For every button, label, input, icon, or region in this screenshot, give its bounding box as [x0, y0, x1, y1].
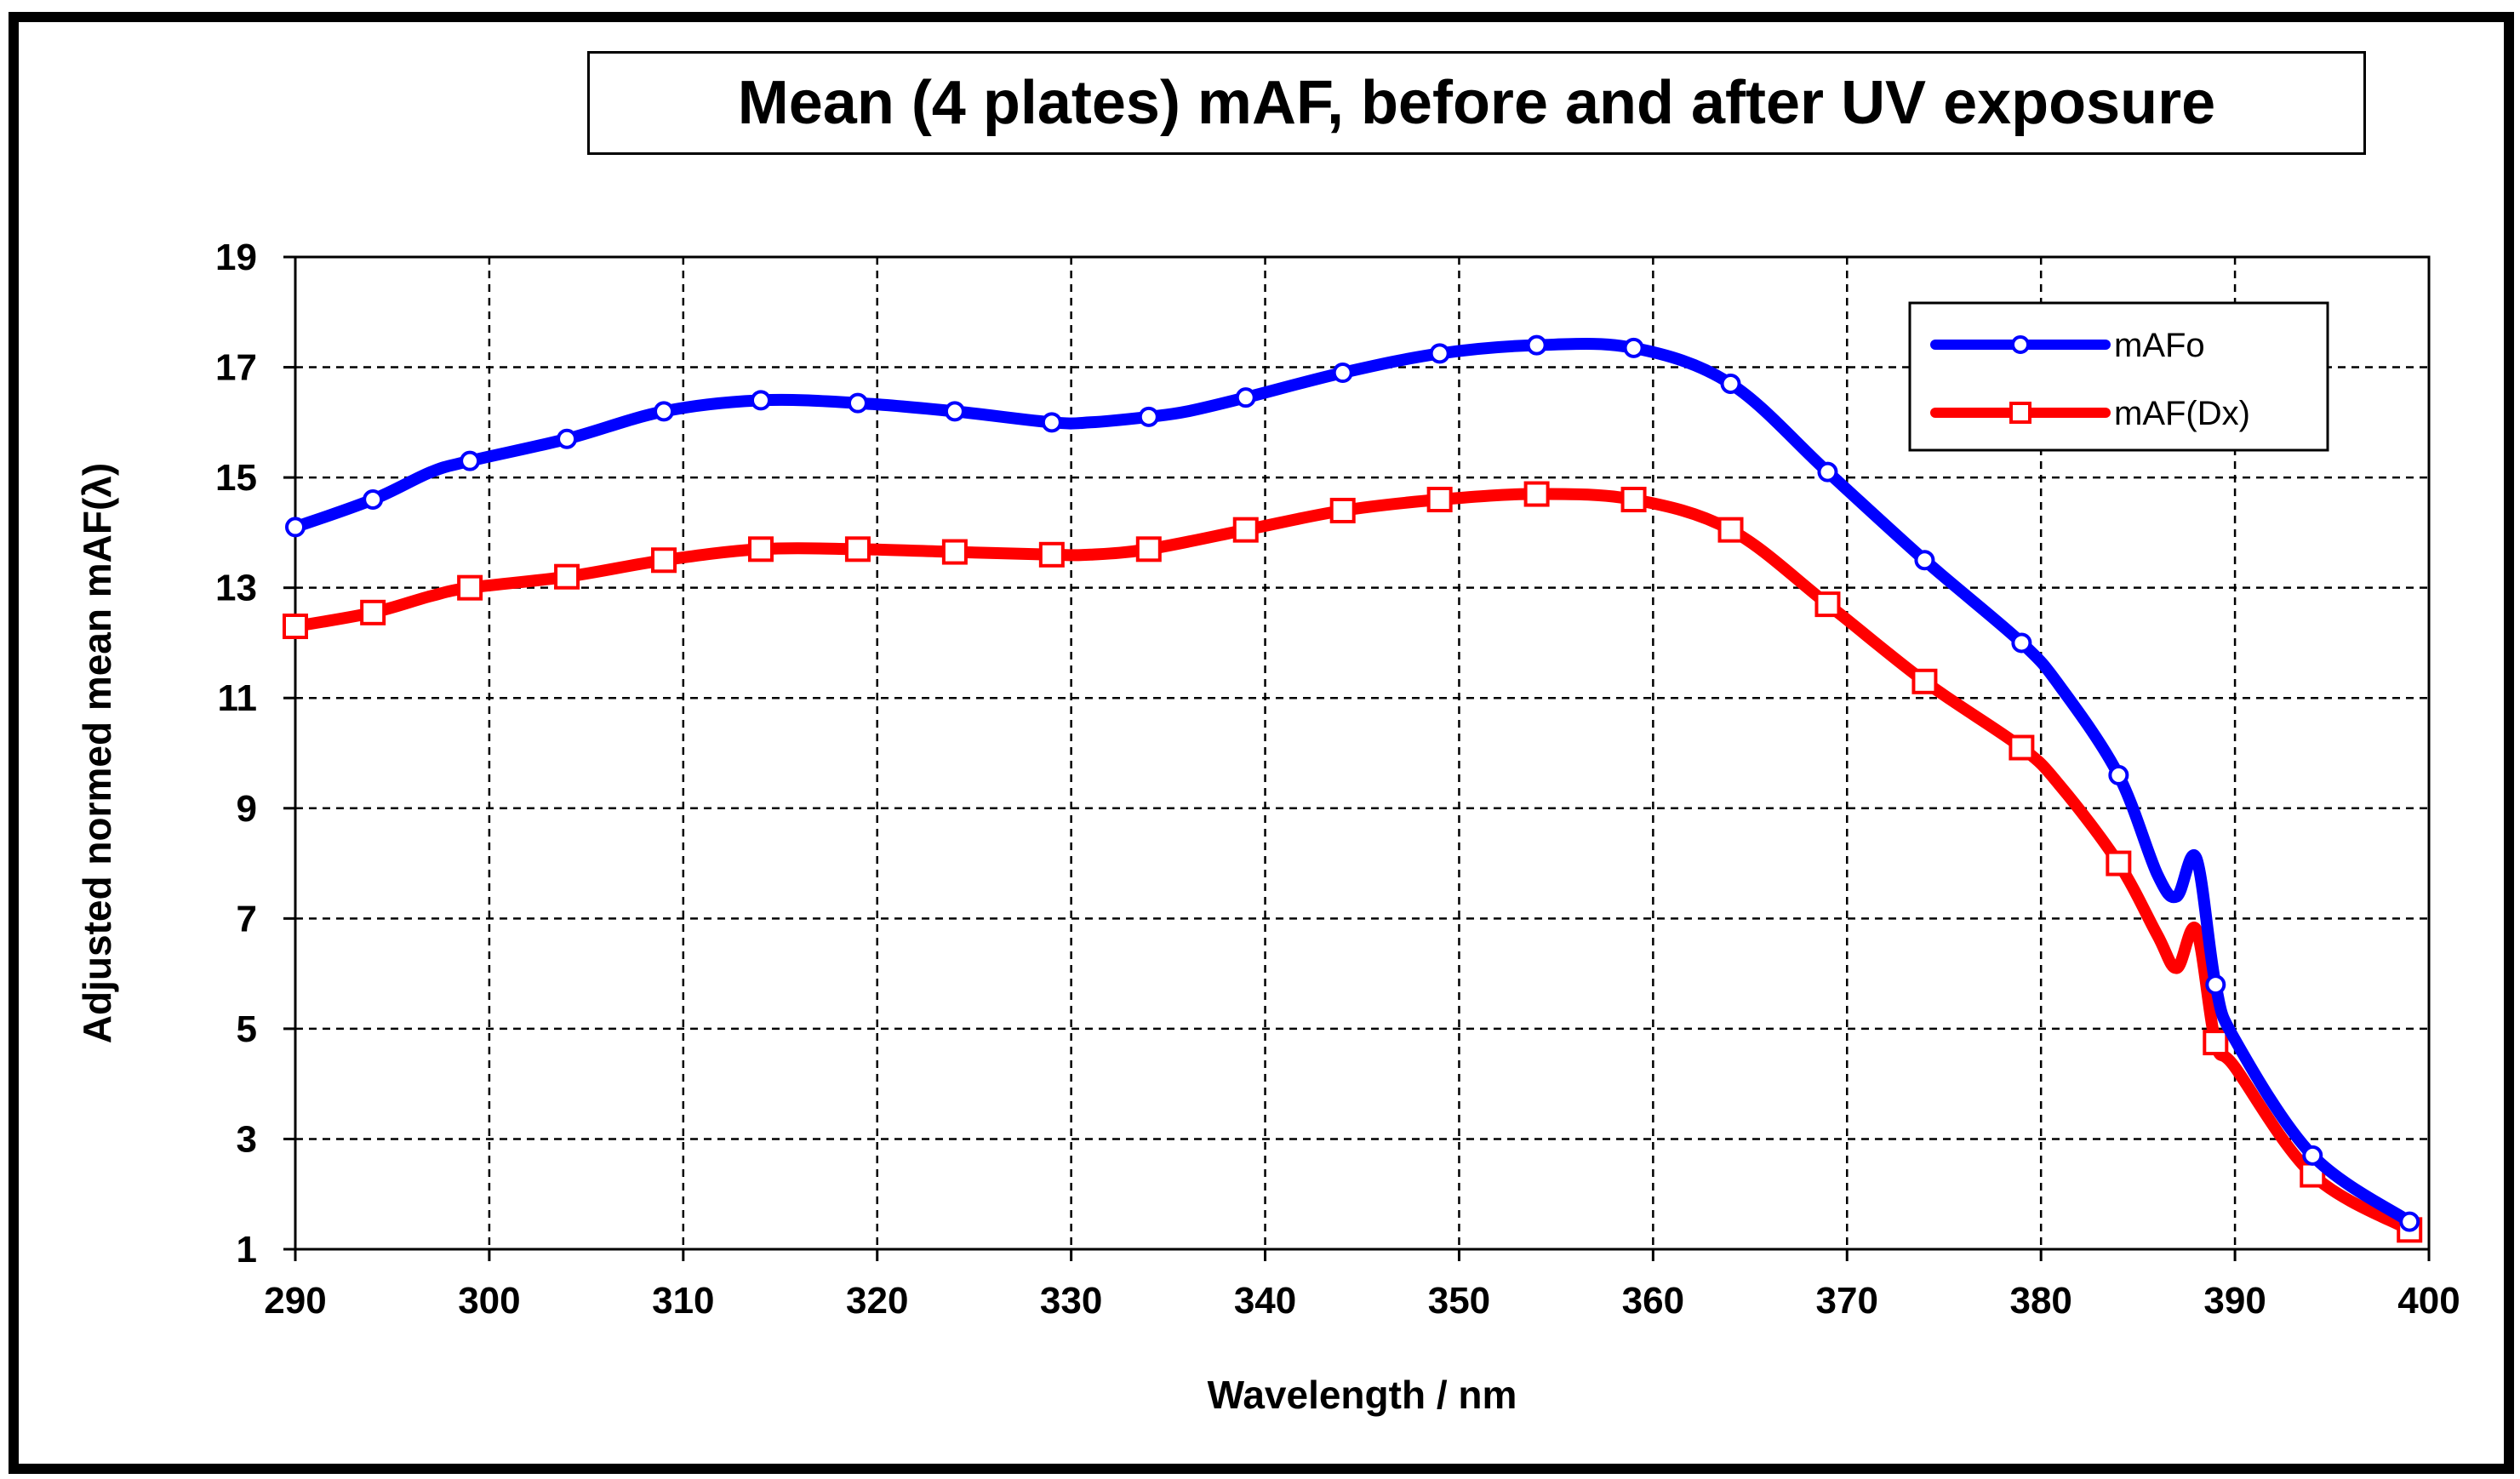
- data-point: [750, 538, 772, 560]
- data-point: [1332, 500, 1354, 522]
- data-point: [1140, 408, 1157, 425]
- legend-label-mafo: mAFo: [2114, 327, 2205, 364]
- data-point: [459, 577, 481, 599]
- data-point: [2304, 1147, 2321, 1164]
- x-tick-label: 370: [1816, 1280, 1878, 1322]
- x-tick-label: 360: [1622, 1280, 1684, 1322]
- data-point: [287, 518, 304, 535]
- series-line-maf-dx: [295, 494, 2409, 1230]
- data-point: [1916, 551, 1933, 568]
- data-point: [655, 403, 672, 420]
- data-point: [946, 403, 963, 420]
- data-point: [284, 615, 306, 637]
- data-point: [1334, 364, 1351, 381]
- x-axis-title: Wavelength / nm: [1208, 1373, 1517, 1417]
- y-tick-label: 7: [237, 898, 257, 939]
- y-tick-label: 1: [237, 1229, 257, 1271]
- series-layer: [284, 337, 2420, 1242]
- chart-title: Mean (4 plates) mAF, before and after UV…: [587, 51, 2366, 155]
- data-point: [1913, 671, 1935, 693]
- y-tick-label: 11: [217, 677, 257, 719]
- series-maf-dx: [284, 483, 2420, 1242]
- y-tick-label: 5: [237, 1008, 257, 1050]
- x-tick-label: 390: [2203, 1280, 2266, 1322]
- legend-label-maf-dx: mAF(Dx): [2114, 395, 2250, 432]
- data-point: [558, 431, 575, 448]
- data-point: [847, 538, 869, 560]
- data-point: [2401, 1213, 2418, 1231]
- data-point: [1041, 544, 1063, 566]
- data-point: [2204, 1031, 2226, 1054]
- data-point: [849, 395, 866, 412]
- data-point: [461, 453, 478, 470]
- data-point: [2013, 634, 2030, 651]
- legend: mAFo mAF(Dx): [1910, 303, 2328, 450]
- data-point: [1043, 414, 1060, 431]
- data-point: [944, 541, 966, 563]
- x-tick-label: 340: [1234, 1280, 1296, 1322]
- data-point: [2107, 853, 2129, 875]
- x-tick-label: 330: [1040, 1280, 1102, 1322]
- data-point: [362, 602, 384, 624]
- x-tick-label: 400: [2397, 1280, 2460, 1322]
- x-tick-label: 350: [1428, 1280, 1490, 1322]
- x-tick-label: 380: [2009, 1280, 2071, 1322]
- legend-marker-maf-dx: [2011, 403, 2030, 422]
- y-tick-label: 3: [237, 1118, 257, 1160]
- data-point: [2207, 976, 2224, 993]
- y-tick-label: 13: [215, 568, 257, 609]
- x-tick-label: 290: [264, 1280, 326, 1322]
- data-point: [1819, 464, 1836, 481]
- data-point: [752, 391, 769, 408]
- data-point: [1429, 488, 1451, 511]
- y-tick-label: 9: [237, 788, 257, 830]
- data-point: [2010, 737, 2032, 759]
- data-point: [364, 491, 381, 508]
- data-point: [1235, 519, 1257, 541]
- data-point: [1720, 519, 1742, 541]
- data-point: [1626, 340, 1643, 357]
- series-line-mafo: [295, 344, 2409, 1222]
- y-tick-label: 19: [215, 237, 257, 278]
- chart-area: 290 300 310 320 330 340 350 360 370 380 390 4001357…: [0, 0, 2520, 1479]
- x-tick-label: 310: [652, 1280, 714, 1322]
- y-tick-label: 15: [215, 457, 257, 499]
- data-point: [2110, 767, 2127, 784]
- y-axis-title: Adjusted normed mean mAF(λ): [75, 463, 119, 1043]
- x-tick-label: 320: [846, 1280, 908, 1322]
- y-tick-label: 17: [215, 347, 257, 389]
- data-point: [1623, 488, 1645, 511]
- data-point: [1723, 375, 1740, 392]
- data-point: [1237, 389, 1254, 406]
- data-point: [1816, 593, 1838, 615]
- x-tick-label: 300: [458, 1280, 520, 1322]
- data-point: [1529, 337, 1546, 354]
- data-point: [556, 566, 578, 588]
- data-point: [1431, 345, 1449, 362]
- data-point: [1526, 483, 1548, 505]
- data-point: [1138, 538, 1160, 560]
- legend-marker-mafo: [2013, 337, 2028, 352]
- data-point: [653, 549, 675, 571]
- series-mafo: [287, 337, 2418, 1231]
